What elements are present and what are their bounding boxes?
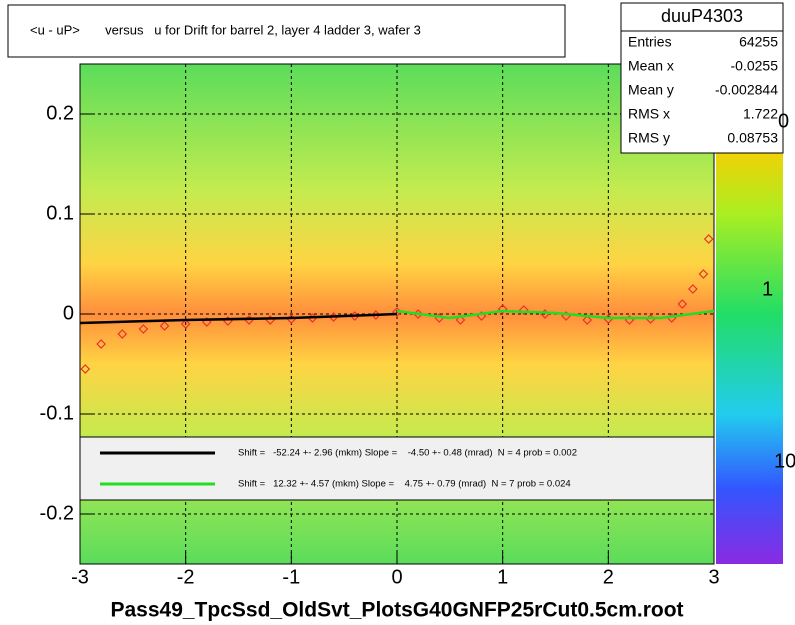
y-tick-label: 0.1 xyxy=(46,202,74,224)
chart-title: <u - uP> versus u for Drift for barrel 2… xyxy=(30,22,421,37)
y-tick-label: -0.2 xyxy=(40,502,74,524)
stats-value: 1.722 xyxy=(743,106,778,122)
x-tick-label: 2 xyxy=(603,566,614,588)
x-tick-label: 3 xyxy=(708,566,719,588)
profile-point xyxy=(688,284,698,294)
x-tick-label: -2 xyxy=(177,566,195,588)
legend-label: Shift = 12.32 +- 4.57 (mkm) Slope = 4.75… xyxy=(238,479,571,490)
profile-point xyxy=(180,319,191,329)
x-tick-label: -1 xyxy=(282,566,300,588)
fit-line xyxy=(79,312,398,325)
profile-point xyxy=(497,304,508,314)
x-tick-label: 0 xyxy=(391,566,402,588)
stats-value: 64255 xyxy=(739,34,778,50)
profile-point xyxy=(159,321,170,331)
y-tick-label: 0 xyxy=(63,302,74,324)
x-tick-label: 1 xyxy=(497,566,508,588)
profile-point xyxy=(117,329,128,339)
profile-point xyxy=(518,305,529,315)
y-tick-label: -0.1 xyxy=(40,402,74,424)
stats-label: Entries xyxy=(628,34,672,50)
legend-box xyxy=(79,436,715,501)
stats-box: duuP4303 xyxy=(620,2,784,154)
y-tick-label: 0.2 xyxy=(46,102,74,124)
x-tick-label: -3 xyxy=(71,566,89,588)
stats-value: 0.08753 xyxy=(727,130,778,146)
stats-label: Mean x xyxy=(628,58,674,74)
stats-label: RMS y xyxy=(628,130,670,146)
profile-point xyxy=(698,269,709,279)
legend-label: Shift = -52.24 +- 2.96 (mkm) Slope = -4.… xyxy=(238,448,577,459)
profile-point xyxy=(582,315,593,325)
x-axis-label: Pass49_TpcSsd_OldSvt_PlotsG40GNFP25rCut0… xyxy=(110,599,683,622)
stats-frame xyxy=(620,2,784,154)
profile-point xyxy=(455,315,466,325)
profile-point xyxy=(703,234,714,244)
profile-point xyxy=(677,299,688,309)
stats-value: -0.002844 xyxy=(715,82,778,98)
stats-label: Mean y xyxy=(628,82,674,98)
title-box xyxy=(7,4,566,58)
stats-value: -0.0255 xyxy=(731,58,779,74)
profile-point xyxy=(138,324,149,334)
profile-point xyxy=(80,364,91,374)
palette-label: 1 xyxy=(762,278,773,300)
stats-label: RMS x xyxy=(628,106,670,122)
fit-line xyxy=(396,309,715,320)
stats-title: duuP4303 xyxy=(661,6,743,26)
palette-label: 0 xyxy=(778,110,789,132)
profile-point xyxy=(96,339,106,349)
palette-label: 10 xyxy=(774,450,795,472)
